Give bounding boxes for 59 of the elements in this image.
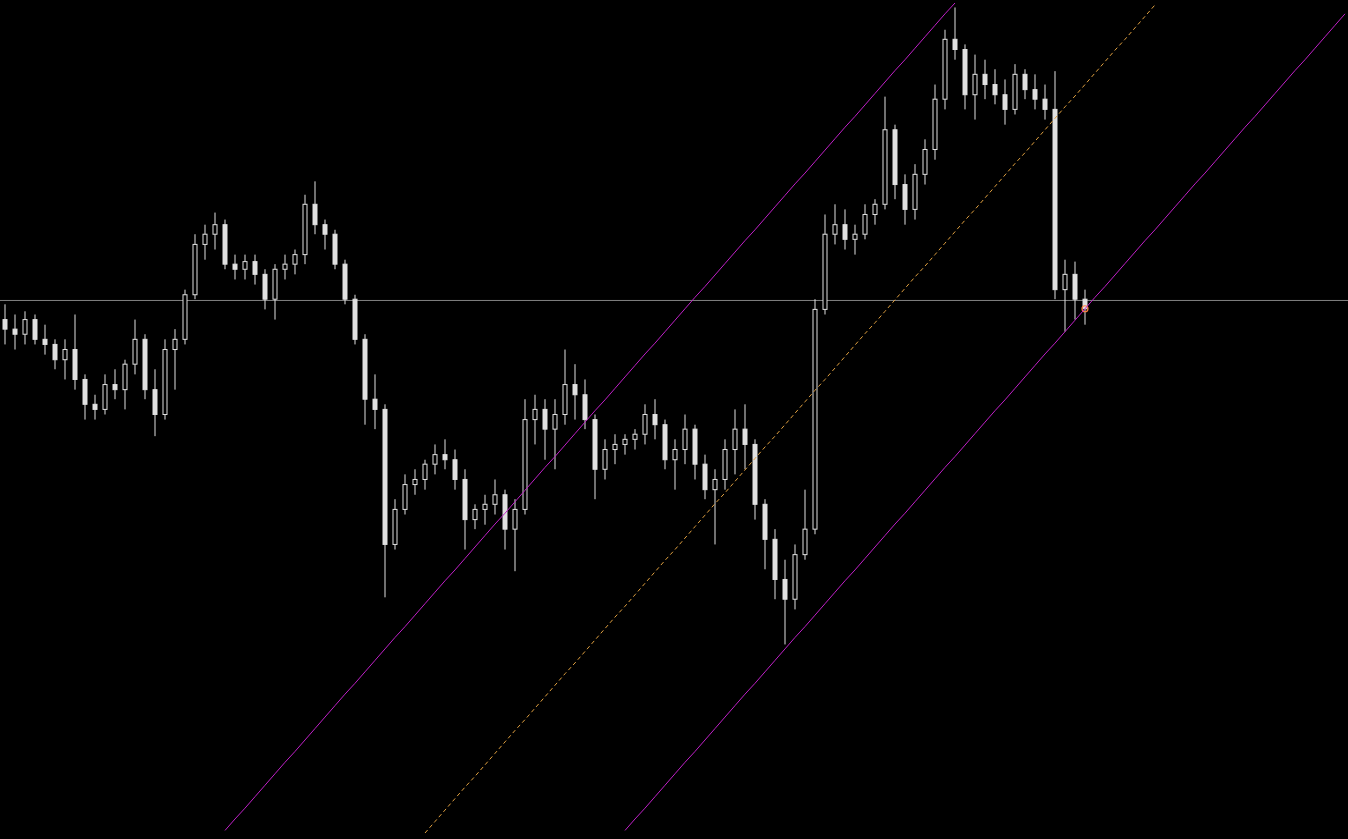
candlestick [12, 313, 18, 351]
candlestick [482, 494, 488, 526]
candlestick [432, 443, 438, 475]
candlestick [832, 203, 838, 245]
candlestick [542, 398, 548, 461]
candlestick [422, 459, 428, 491]
candlestick [2, 303, 8, 345]
candlestick [372, 373, 378, 430]
candlestick [622, 433, 628, 456]
candlestick [42, 324, 48, 356]
candlestick [322, 219, 328, 251]
candlestick [1002, 78, 1008, 126]
candlestick [642, 403, 648, 445]
candlestick [742, 403, 748, 470]
candlestick [982, 59, 988, 100]
candlestick [62, 338, 68, 380]
candlestick [22, 310, 28, 345]
candlestick [992, 68, 998, 105]
candlestick [782, 559, 788, 645]
candlestick [232, 254, 238, 280]
candlestick [852, 224, 858, 256]
candlestick [532, 394, 538, 445]
candlestick [842, 208, 848, 251]
candlestick [952, 6, 958, 61]
candlestick [872, 198, 878, 226]
candlestick [862, 203, 868, 240]
candlestick [552, 398, 558, 470]
candlestick [632, 428, 638, 451]
candlestick [242, 254, 248, 280]
candlestick [1042, 84, 1048, 121]
candlestick [52, 338, 58, 370]
candlestick [1062, 259, 1068, 333]
candlestick [312, 180, 318, 235]
candlestick [412, 468, 418, 496]
candlestick [1032, 73, 1038, 110]
candlestick [612, 433, 618, 465]
candlestick [472, 503, 478, 530]
candlestick [172, 328, 178, 391]
candlestick [292, 249, 298, 275]
candlestick [972, 54, 978, 121]
candlestick [212, 212, 218, 251]
candlestick [652, 398, 658, 440]
candlestick [572, 363, 578, 421]
candlestick [32, 313, 38, 345]
candlestick [492, 478, 498, 515]
candlestick [252, 254, 258, 286]
candlestick [732, 408, 738, 475]
candlestick [452, 449, 458, 491]
candlestick [202, 224, 208, 261]
candlestick [672, 438, 678, 491]
candlestick [112, 368, 118, 400]
candlestick [512, 498, 518, 572]
candlestick [602, 438, 608, 480]
candlestick [682, 414, 688, 465]
candlestick [442, 438, 448, 470]
candlestick [282, 254, 288, 280]
candlestick [1022, 68, 1028, 100]
candlestick [712, 468, 718, 545]
candlestick [92, 394, 98, 421]
